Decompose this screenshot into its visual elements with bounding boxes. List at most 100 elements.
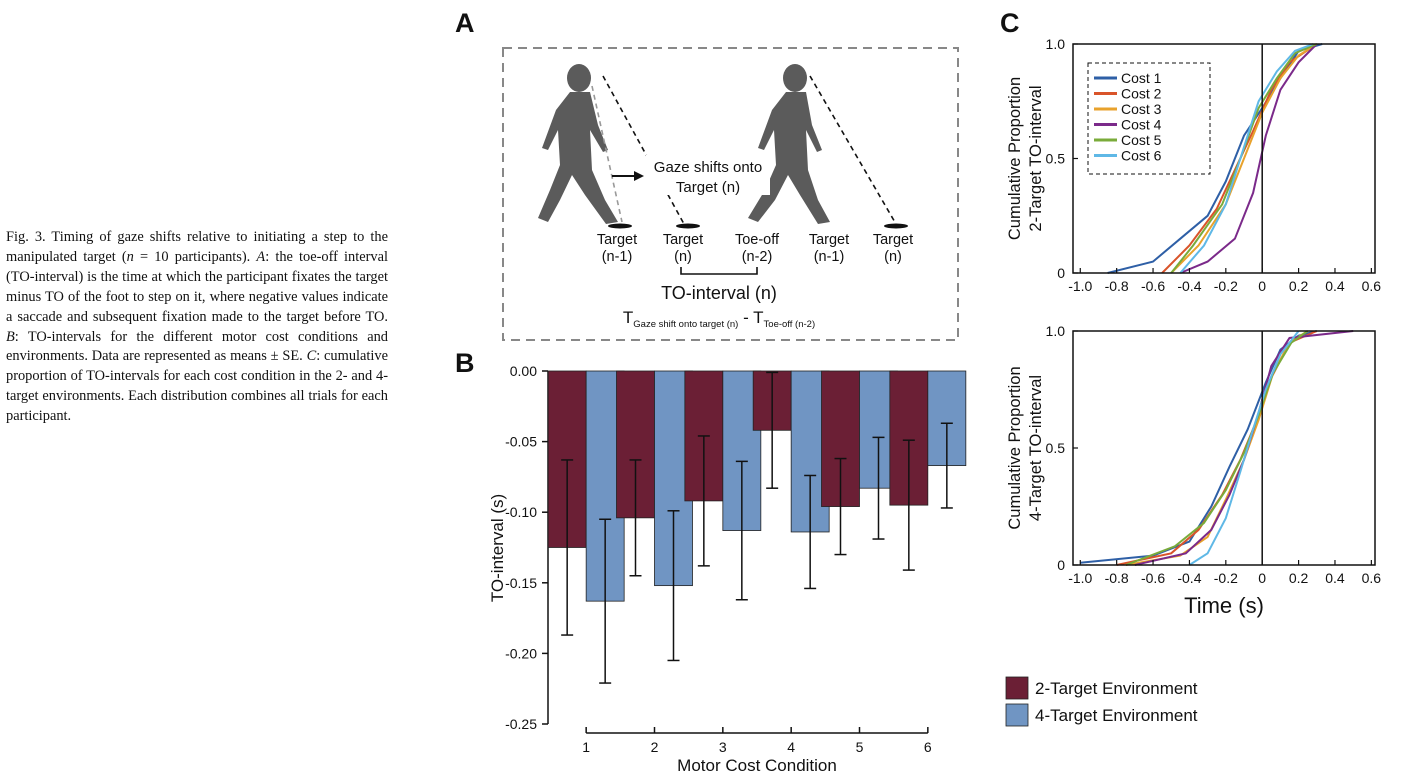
y-tick-label: -0.05 bbox=[505, 434, 537, 450]
y-tick-label: 0.5 bbox=[1046, 151, 1066, 167]
error-bar bbox=[940, 422, 953, 509]
caption-segment: Fig. 3. Timing of gaze shifts relative t… bbox=[6, 229, 388, 265]
x-tick-label: 5 bbox=[856, 739, 864, 755]
target-label: (n) bbox=[884, 249, 902, 265]
x-axis-label: Time (s) bbox=[1184, 593, 1264, 618]
walker-1 bbox=[538, 64, 618, 224]
panel-label: C bbox=[1000, 8, 1020, 38]
x-tick-label: -0.4 bbox=[1177, 570, 1201, 586]
y-tick-label: -0.15 bbox=[505, 575, 537, 591]
target-label: (n-1) bbox=[602, 249, 633, 265]
target-label: Toe-off bbox=[735, 232, 780, 248]
error-bar bbox=[872, 436, 885, 540]
x-tick-label: -0.6 bbox=[1141, 278, 1165, 294]
formula-term: - T bbox=[738, 308, 763, 327]
cdf-line bbox=[1179, 43, 1314, 274]
x-tick-label: -0.2 bbox=[1214, 278, 1238, 294]
cdf-line bbox=[1170, 43, 1318, 274]
panel-a-diagram bbox=[502, 47, 959, 341]
cdf-line bbox=[1170, 43, 1318, 274]
target-markers bbox=[608, 223, 908, 229]
target-label: Target bbox=[873, 232, 913, 248]
cdf-line bbox=[1107, 43, 1323, 274]
target-label: (n-1) bbox=[814, 249, 845, 265]
legend-label: Cost 6 bbox=[1121, 148, 1162, 164]
formula-subscript: Gaze shift onto target (n) bbox=[633, 319, 738, 330]
legend-label: Cost 2 bbox=[1121, 86, 1162, 102]
error-bar bbox=[561, 459, 574, 636]
caption-segment: = 10 participants). bbox=[133, 248, 257, 265]
error-bar bbox=[697, 435, 710, 567]
y-tick-label: 1.0 bbox=[1046, 36, 1066, 52]
target-label: Target bbox=[663, 232, 703, 248]
x-axis-label: Motor Cost Condition bbox=[677, 756, 837, 775]
x-tick-label: -0.8 bbox=[1105, 278, 1129, 294]
x-tick-label: 0.6 bbox=[1362, 570, 1382, 586]
cdf-line bbox=[1188, 330, 1300, 566]
y-axis-label: Cumulative Proportion bbox=[1006, 366, 1024, 529]
y-axis-label: 4-Target TO-interval bbox=[1027, 375, 1045, 521]
interval-label: TO-interval (n) bbox=[661, 283, 777, 303]
figure-caption: Fig. 3. Timing of gaze shifts relative t… bbox=[6, 228, 388, 427]
x-tick-label: 0.6 bbox=[1362, 278, 1382, 294]
caption-segment: A bbox=[256, 248, 266, 265]
x-tick-label: 6 bbox=[924, 739, 932, 755]
legend-label: Cost 4 bbox=[1121, 117, 1162, 133]
legend-label: Cost 3 bbox=[1121, 101, 1162, 117]
error-bar bbox=[629, 459, 642, 577]
panel-label: B bbox=[455, 348, 475, 378]
legend-label: 4-Target Environment bbox=[1035, 706, 1198, 725]
gaze-label: Gaze shifts onto bbox=[654, 159, 762, 176]
cdf-line bbox=[1125, 330, 1309, 566]
target-label: Target bbox=[809, 232, 849, 248]
x-tick-label: 0 bbox=[1258, 570, 1266, 586]
error-bar bbox=[804, 474, 817, 590]
y-tick-label: -0.25 bbox=[505, 716, 537, 732]
caption-segment: B bbox=[6, 328, 15, 345]
x-tick-label: -0.6 bbox=[1141, 570, 1165, 586]
interval-formula: TGaze shift onto target (n) - TToe-off (… bbox=[623, 308, 815, 330]
y-axis-label: TO-interval (s) bbox=[488, 494, 507, 602]
formula-term: T bbox=[623, 308, 633, 327]
target-label: Target bbox=[597, 232, 637, 248]
legend-swatch bbox=[1005, 703, 1029, 727]
walker-2 bbox=[748, 64, 830, 224]
y-tick-label: -0.10 bbox=[505, 504, 537, 520]
x-tick-label: 0.2 bbox=[1289, 570, 1309, 586]
error-bar bbox=[766, 371, 779, 489]
caption-segment: : cumulative proportion of TO-intervals … bbox=[6, 348, 388, 425]
y-tick-label: 0 bbox=[1057, 557, 1065, 573]
error-bar bbox=[735, 460, 748, 601]
y-tick-label: 0.5 bbox=[1046, 440, 1066, 456]
y-tick-label: -0.20 bbox=[505, 645, 537, 661]
caption-segment: C bbox=[306, 348, 317, 365]
error-bar bbox=[834, 457, 847, 556]
interval-bracket bbox=[680, 267, 758, 275]
y-axis-label: Cumulative Proportion bbox=[1006, 77, 1024, 240]
cdf-line bbox=[1116, 330, 1318, 566]
error-bar bbox=[667, 510, 680, 662]
formula-subscript: Toe-off (n-2) bbox=[764, 319, 816, 330]
diagram-frame bbox=[502, 47, 959, 341]
legend-label: Cost 5 bbox=[1121, 132, 1162, 148]
x-tick-label: -1.0 bbox=[1068, 570, 1092, 586]
x-tick-label: 3 bbox=[719, 739, 727, 755]
x-tick-label: 0.4 bbox=[1325, 570, 1345, 586]
x-tick-label: 0.4 bbox=[1325, 278, 1345, 294]
x-tick-label: -0.4 bbox=[1177, 278, 1201, 294]
cdf-line bbox=[1179, 43, 1318, 274]
y-tick-label: 1.0 bbox=[1046, 323, 1066, 339]
caption-segment: : the toe-off interval (TO-interval) is … bbox=[6, 248, 388, 325]
legend-swatch bbox=[1005, 676, 1029, 700]
x-tick-label: -1.0 bbox=[1068, 278, 1092, 294]
x-tick-label: 1 bbox=[582, 739, 590, 755]
cdf-line bbox=[1125, 330, 1309, 566]
legend-label: 2-Target Environment bbox=[1035, 679, 1198, 698]
x-tick-label: 2 bbox=[651, 739, 659, 755]
x-tick-label: -0.2 bbox=[1214, 570, 1238, 586]
caption-segment: : TO-intervals for the different motor c… bbox=[6, 328, 388, 365]
legend-label: Cost 1 bbox=[1121, 70, 1162, 86]
error-bar bbox=[599, 518, 612, 684]
target-label: (n-2) bbox=[742, 249, 773, 265]
x-tick-label: 0 bbox=[1258, 278, 1266, 294]
